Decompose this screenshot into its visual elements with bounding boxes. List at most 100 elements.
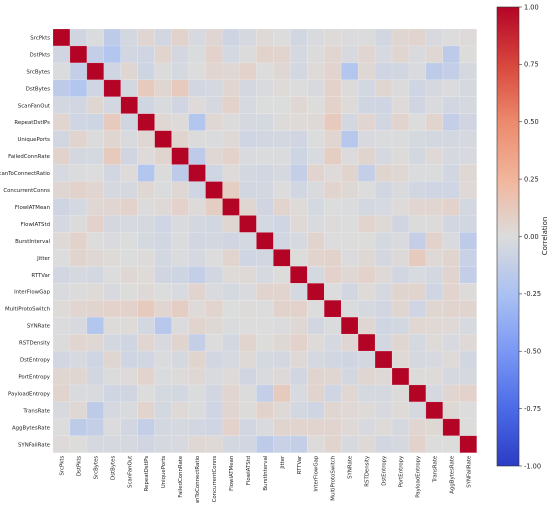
- heatmap-cell-AggBytesRate-DstEntropy: [375, 418, 392, 436]
- heatmap-cell-DstBytes-TransRate: [425, 79, 443, 97]
- row-label-SrcPkts: SrcPkts: [30, 35, 50, 41]
- heatmap-cell-DstEntropy-SrcBytes: [86, 351, 104, 368]
- heatmap-cell-RepeatDstIPs-BurstInterval: [256, 113, 274, 131]
- heatmap-cell-FlowIATMean-AggBytesRate: [442, 198, 460, 216]
- heatmap-cell-Jitter-InterFlowGap: [307, 249, 325, 267]
- heatmap-cell-InterFlowGap-RTTVar: [290, 283, 308, 301]
- heatmap-cell-ConcurrentConns-TransRate: [425, 181, 443, 199]
- column-label-SYNRate: SYNRate: [348, 455, 354, 479]
- heatmap-cell-SrcPkts-DstPkts: [69, 29, 87, 46]
- heatmap-cell-Jitter-DstBytes: [103, 249, 121, 267]
- heatmap-cell-FailedConnRate-Jitter: [273, 147, 291, 165]
- heatmap-cell-RSTDensity-Jitter: [273, 334, 291, 352]
- heatmap-cell-DstEntropy-UniquePorts: [154, 351, 172, 368]
- column-label-RTTVar: RTTVar: [297, 455, 303, 474]
- heatmap-cell-FlowIATMean-BurstInterval: [256, 198, 274, 216]
- heatmap-cell-PortEntropy-SrcBytes: [86, 368, 104, 385]
- heatmap-cell-Jitter-MultiProtoSwitch: [324, 249, 342, 267]
- heatmap-cell-FlowIATMean-SYNRate: [341, 198, 359, 216]
- heatmap-cell-SrcBytes-FlowIATMean: [222, 62, 240, 80]
- heatmap-cell-TransRate-SYNRate: [341, 401, 359, 419]
- heatmap-cell-DstEntropy-DstEntropy: [375, 351, 392, 368]
- heatmap-cell-InterFlowGap-FailedConnRate: [171, 283, 189, 301]
- heatmap-cell-AggBytesRate-FlowIATMean: [222, 418, 240, 436]
- heatmap-cell-SYNRate-SYNFailRate: [459, 317, 477, 335]
- heatmap-cell-RTTVar-FailedConnRate: [171, 266, 189, 284]
- heatmap-cell-FlowIATStd-SYNFailRate: [459, 215, 477, 233]
- heatmap-cell-RTTVar-FlowIATMean: [222, 266, 240, 284]
- heatmap-cell-DstPkts-RTTVar: [290, 45, 308, 63]
- heatmap-cell-PayloadEntropy-FlowIATMean: [222, 384, 240, 402]
- heatmap-cell-TransRate-SrcPkts: [53, 401, 70, 419]
- heatmap-cell-PortEntropy-RepeatDstIPs: [137, 368, 155, 385]
- heatmap-cell-RSTDensity-FlowIATMean: [222, 334, 240, 352]
- heatmap-cell-Jitter-SrcPkts: [53, 249, 70, 267]
- heatmap-cell-FlowIATMean-SYNFailRate: [459, 198, 477, 216]
- heatmap-cell-PortEntropy-BurstInterval: [256, 368, 274, 385]
- heatmap-cell-ScanToConnectRatio-RSTDensity: [358, 164, 376, 182]
- heatmap-cell-ScanFanOut-SYNFailRate: [459, 96, 477, 114]
- heatmap-cell-ScanFanOut-FailedConnRate: [171, 96, 189, 114]
- heatmap-cell-TransRate-ConcurrentConns: [205, 401, 223, 419]
- heatmap-cell-PortEntropy-SrcPkts: [53, 368, 70, 385]
- heatmap-cell-DstPkts-SYNFailRate: [459, 45, 477, 63]
- column-label-MultiProtoSwitch: MultiProtoSwitch: [331, 456, 337, 501]
- heatmap-cell-RepeatDstIPs-PayloadEntropy: [408, 113, 426, 131]
- heatmap-cell-AggBytesRate-Jitter: [273, 418, 291, 436]
- heatmap-cell-RSTDensity-UniquePorts: [154, 334, 172, 352]
- heatmap-cell-PortEntropy-FlowIATStd: [239, 368, 257, 385]
- heatmap-cell-SYNRate-DstEntropy: [375, 317, 392, 335]
- column-label-SYNFailRate: SYNFailRate: [466, 455, 472, 488]
- heatmap-cell-DstBytes-BurstInterval: [256, 79, 274, 97]
- heatmap-cell-DstBytes-PortEntropy: [392, 79, 409, 97]
- heatmap-cell-FlowIATMean-ScanFanOut: [120, 198, 138, 216]
- heatmap-cell-SrcPkts-RepeatDstIPs: [137, 29, 155, 46]
- heatmap-cell-ConcurrentConns-UniquePorts: [154, 181, 172, 199]
- heatmap-cell-BurstInterval-RTTVar: [290, 232, 308, 250]
- heatmap-cell-RepeatDstIPs-UniquePorts: [154, 113, 172, 131]
- heatmap-cell-ConcurrentConns-FlowIATMean: [222, 181, 240, 199]
- heatmap-cell-DstPkts-SrcPkts: [53, 45, 70, 63]
- heatmap-cell-ConcurrentConns-BurstInterval: [256, 181, 274, 199]
- heatmap-cell-SYNRate-SYNRate: [341, 317, 359, 335]
- heatmap-cell-DstEntropy-FlowIATStd: [239, 351, 257, 368]
- heatmap-cell-RTTVar-PortEntropy: [392, 266, 409, 284]
- heatmap-cell-RTTVar-UniquePorts: [154, 266, 172, 284]
- heatmap-cell-RSTDensity-BurstInterval: [256, 334, 274, 352]
- heatmap-cell-PayloadEntropy-RSTDensity: [358, 384, 376, 402]
- heatmap-cell-PortEntropy-DstEntropy: [375, 368, 392, 385]
- heatmap-cell-DstPkts-DstPkts: [69, 45, 87, 63]
- heatmap-cell-ConcurrentConns-SYNFailRate: [459, 181, 477, 199]
- heatmap-cell-FlowIATStd-SYNRate: [341, 215, 359, 233]
- heatmap-cell-Jitter-UniquePorts: [154, 249, 172, 267]
- heatmap-cell-DstBytes-Jitter: [273, 79, 291, 97]
- heatmap-cell-FlowIATStd-TransRate: [425, 215, 443, 233]
- heatmap-cell-ScanToConnectRatio-RepeatDstIPs: [137, 164, 155, 182]
- heatmap-cell-DstEntropy-RepeatDstIPs: [137, 351, 155, 368]
- heatmap-cell-SrcBytes-RepeatDstIPs: [137, 62, 155, 80]
- heatmap-cell-AggBytesRate-DstBytes: [103, 418, 121, 436]
- heatmap-cell-DstEntropy-ConcurrentConns: [205, 351, 223, 368]
- heatmap-cell-FlowIATMean-PortEntropy: [392, 198, 409, 216]
- heatmap-cell-UniquePorts-DstPkts: [69, 130, 87, 148]
- heatmap-cell-SYNFailRate-FlowIATStd: [239, 435, 257, 453]
- heatmap-cell-DstEntropy-FailedConnRate: [171, 351, 189, 368]
- heatmap-cell-ConcurrentConns-RTTVar: [290, 181, 308, 199]
- heatmap-cell-MultiProtoSwitch-FailedConnRate: [171, 300, 189, 318]
- heatmap-cell-ConcurrentConns-InterFlowGap: [307, 181, 325, 199]
- heatmap-cell-FlowIATMean-DstBytes: [103, 198, 121, 216]
- heatmap-cell-DstEntropy-InterFlowGap: [307, 351, 325, 368]
- heatmap-cell-PayloadEntropy-Jitter: [273, 384, 291, 402]
- heatmap-cell-SrcPkts-DstEntropy: [375, 29, 392, 46]
- heatmap-cell-ConcurrentConns-ConcurrentConns: [205, 181, 223, 199]
- heatmap-cell-DstBytes-RepeatDstIPs: [137, 79, 155, 97]
- heatmap-cell-PortEntropy-UniquePorts: [154, 368, 172, 385]
- column-label-DstBytes: DstBytes: [110, 456, 116, 480]
- heatmap-cell-SrcPkts-InterFlowGap: [307, 29, 325, 46]
- heatmap-cell-InterFlowGap-BurstInterval: [256, 283, 274, 301]
- heatmap-cell-FlowIATMean-RTTVar: [290, 198, 308, 216]
- heatmap-cell-ConcurrentConns-PayloadEntropy: [408, 181, 426, 199]
- heatmap-cell-PayloadEntropy-SrcBytes: [86, 384, 104, 402]
- colorbar-tick-label: 0.25: [524, 175, 539, 183]
